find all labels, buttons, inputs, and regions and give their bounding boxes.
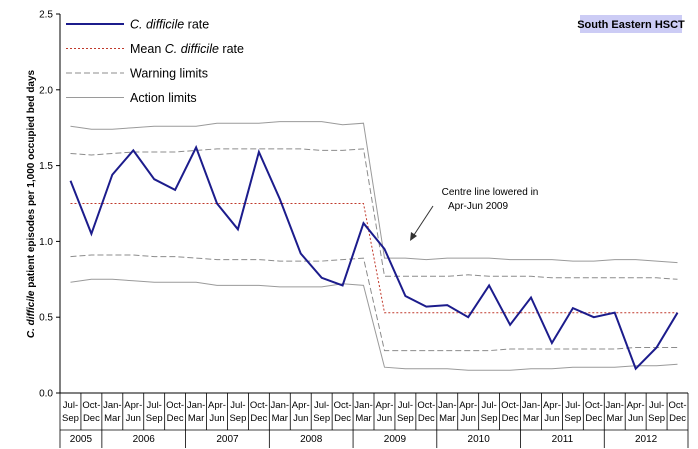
annotation: Apr-Jun 2009 [448,201,508,212]
x-tick-label: Apr- [375,400,393,411]
x-tick-label: Jan- [354,400,372,411]
legend-label: Warning limits [130,67,208,81]
x-tick-label: Dec [167,413,184,424]
year-label: 2006 [133,434,156,445]
y-tick-label: 2.0 [39,85,53,96]
x-tick-label: Jun [209,413,224,424]
x-tick-label: Jul- [230,400,245,411]
x-tick-label: Dec [669,413,686,424]
x-tick-label: Dec [418,413,435,424]
y-axis-label: C. difficile patient episodes per 1,000 … [26,69,37,338]
y-tick-label: 0.5 [39,313,53,324]
x-tick-label: Mar [104,413,120,424]
year-label: 2012 [635,434,658,445]
x-tick-label: Oct- [585,400,603,411]
year-label: 2009 [384,434,407,445]
x-tick-label: Jul- [147,400,162,411]
x-tick-label: Jul- [565,400,580,411]
x-tick-label: Sep [313,413,330,424]
legend-label: Mean C. difficile rate [130,42,244,56]
series-line [70,254,678,352]
x-tick-label: Dec [502,413,519,424]
x-tick-label: Jun [293,413,308,424]
series-line [70,203,678,314]
y-tick-label: 1.5 [39,161,53,172]
x-tick-label: Oct- [501,400,519,411]
year-label: 2010 [468,434,491,445]
badge-box [580,15,682,33]
legend-label: Action limits [130,91,197,105]
year-label: 2007 [216,434,239,445]
annotation: Centre line lowered in [442,187,539,198]
x-tick-label: Mar [272,413,288,424]
x-tick-label: Dec [250,413,267,424]
x-tick-label: Sep [564,413,581,424]
y-tick-label: 1.0 [39,237,53,248]
x-tick-label: Apr- [459,400,477,411]
x-tick-label: Sep [648,413,665,424]
badge: South Eastern HSCT [577,19,685,31]
x-tick-label: Sep [146,413,163,424]
x-tick-label: Mar [188,413,204,424]
year-label: 2008 [300,434,323,445]
annotation-arrowhead [410,232,417,241]
x-tick-label: Jun [461,413,476,424]
y-tick-label: 2.5 [39,10,53,21]
x-tick-label: Jun [377,413,392,424]
series-line [69,144,679,371]
x-tick-label: Apr- [627,400,645,411]
x-tick-label: Sep [62,413,79,424]
x-tick-label: Jun [544,413,559,424]
x-tick-label: Apr- [292,400,310,411]
x-tick-label: Oct- [669,400,687,411]
x-tick-label: Mar [355,413,371,424]
year-label: 2005 [70,434,93,445]
y-tick-label: 0.0 [39,389,53,400]
x-tick-label: Jul- [63,400,78,411]
x-tick-label: Mar [607,413,623,424]
series-line [70,148,678,280]
x-tick-label: Oct- [250,400,268,411]
x-tick-label: Jun [628,413,643,424]
x-tick-label: Jan- [103,400,121,411]
x-tick-label: Oct- [417,400,435,411]
x-tick-label: Apr- [208,400,226,411]
x-tick-label: Jan- [438,400,456,411]
x-tick-label: Mar [439,413,455,424]
x-tick-label: Jul- [649,400,664,411]
x-tick-label: Oct- [334,400,352,411]
x-tick-label: Dec [83,413,100,424]
x-tick-label: Jan- [605,400,623,411]
x-tick-label: Sep [481,413,498,424]
x-tick-label: Sep [397,413,414,424]
series-line [70,278,678,371]
x-tick-label: Mar [523,413,539,424]
x-tick-label: Jan- [187,400,205,411]
x-tick-label: Dec [334,413,351,424]
x-tick-label: Jan- [271,400,289,411]
x-tick-label: Oct- [166,400,184,411]
x-tick-label: Apr- [124,400,142,411]
x-tick-label: Jul- [481,400,496,411]
x-tick-label: Jul- [314,400,329,411]
x-tick-label: Jun [126,413,141,424]
x-tick-label: Jan- [522,400,540,411]
x-tick-label: Jul- [398,400,413,411]
x-tick-label: Apr- [543,400,561,411]
x-tick-label: Sep [229,413,246,424]
legend-label: C. difficile rate [130,18,209,32]
x-tick-label: Dec [585,413,602,424]
series-line [70,121,678,264]
x-tick-label: Oct- [82,400,100,411]
annotation-arrow [411,205,434,239]
year-label: 2011 [552,434,574,445]
